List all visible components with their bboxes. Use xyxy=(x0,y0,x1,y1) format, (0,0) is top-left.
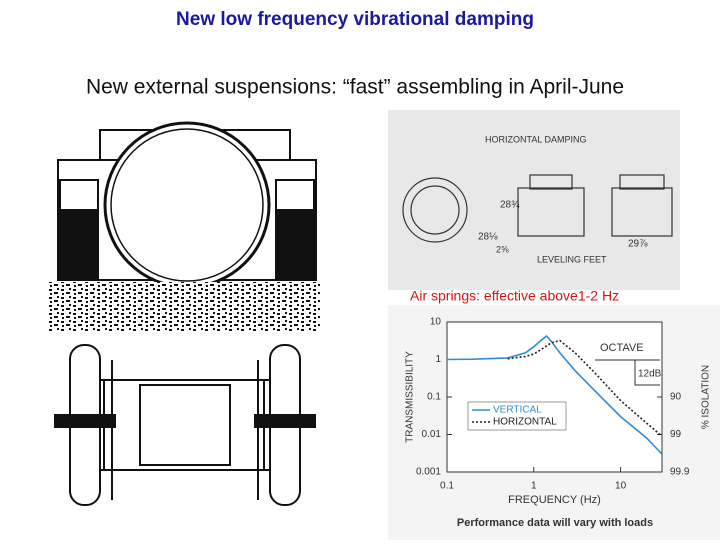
series-line xyxy=(507,339,662,437)
series-line xyxy=(447,335,662,455)
y2-tick-label: 99.9 xyxy=(670,467,690,478)
plot-lines xyxy=(447,335,662,455)
x-tick-label: 0.1 xyxy=(440,481,454,492)
y-tick-label: 0.1 xyxy=(427,392,441,403)
legend-label: VERTICAL xyxy=(493,405,542,416)
chart-note: Performance data will vary with loads xyxy=(457,517,653,529)
octave-marker xyxy=(595,359,660,386)
diagram-label: LEVELING FEET xyxy=(537,254,607,264)
y2-tick-label: 99 xyxy=(670,429,682,440)
legend xyxy=(467,401,567,431)
y-tick-label: 0.01 xyxy=(422,429,442,440)
slide-title: New low frequency vibrational damping xyxy=(176,9,534,30)
tower-drawing xyxy=(48,121,320,506)
diagram-label: HORIZONTAL DAMPING xyxy=(485,134,587,144)
x-axis-label: FREQUENCY (Hz) xyxy=(508,494,601,506)
x-tick-label: 10 xyxy=(615,481,627,492)
legend-label: HORIZONTAL xyxy=(493,417,557,428)
diagram-label: 28⅛ xyxy=(478,232,498,243)
annotation: 12dB xyxy=(638,369,662,380)
y-tick-label: 10 xyxy=(430,317,442,328)
annotation: OCTAVE xyxy=(600,342,644,354)
diagram-label: 29⅞ xyxy=(628,239,648,250)
diagram-label: 28¾ xyxy=(500,200,520,211)
suspension-diagram: HORIZONTAL DAMPING 28¾ 28⅛ 2⅝ LEVELING F… xyxy=(388,110,680,290)
transmissibility-chart: 0.1 1 10 0.001 0.01 0.1 1 10 90 99 99.9 FREQUENCY (… xyxy=(388,305,720,540)
y-tick-label: 1 xyxy=(435,354,441,365)
slide-subtitle: New external suspensions: “fast” assembl… xyxy=(86,76,624,99)
caption: Air springs: effective above1-2 Hz xyxy=(410,288,619,304)
diagram-label: 2⅝ xyxy=(496,244,509,254)
y-tick-label: 0.001 xyxy=(416,467,441,478)
y-axis-label: TRANSMISSIBILITY xyxy=(405,351,416,443)
y2-axis-label: % ISOLATION xyxy=(701,365,712,429)
y2-tick-label: 90 xyxy=(670,392,682,403)
x-tick-label: 1 xyxy=(531,481,537,492)
